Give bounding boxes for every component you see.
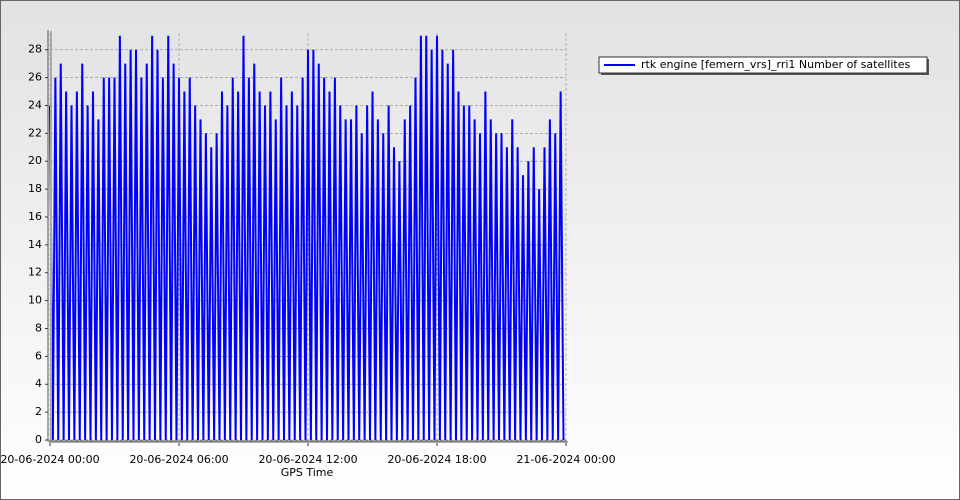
y-tick-label: 8 [35, 321, 42, 334]
y-tick-label: 18 [28, 182, 42, 195]
y-tick-label: 22 [28, 126, 42, 139]
y-tick-label: 14 [28, 238, 42, 251]
x-tick-label: 20-06-2024 06:00 [129, 453, 228, 466]
series-line [49, 35, 565, 441]
y-tick-label: 2 [35, 405, 42, 418]
y-tick-label: 24 [28, 98, 42, 111]
y-tick-label: 26 [28, 71, 42, 84]
legend-label: rtk engine [femern_vrs]_rri1 Number of s… [641, 58, 910, 71]
y-tick-label: 20 [28, 154, 42, 167]
x-tick-label: 20-06-2024 12:00 [258, 453, 357, 466]
x-axis-label: GPS Time [281, 466, 334, 479]
y-tick-label: 16 [28, 210, 42, 223]
y-tick-label: 10 [28, 294, 42, 307]
y-tick-label: 28 [28, 43, 42, 56]
y-tick-label: 0 [35, 433, 42, 446]
axis-shadow [50, 31, 568, 443]
y-tick-label: 4 [35, 377, 42, 390]
y-tick-label: 6 [35, 349, 42, 362]
y-tick-label: 12 [28, 266, 42, 279]
legend-box [598, 56, 928, 74]
x-tick-label: 21-06-2024 00:00 [516, 453, 615, 466]
axis [47, 30, 567, 442]
x-tick-label: 20-06-2024 18:00 [387, 453, 486, 466]
x-tick-label: 20-06-2024 00:00 [0, 453, 99, 466]
